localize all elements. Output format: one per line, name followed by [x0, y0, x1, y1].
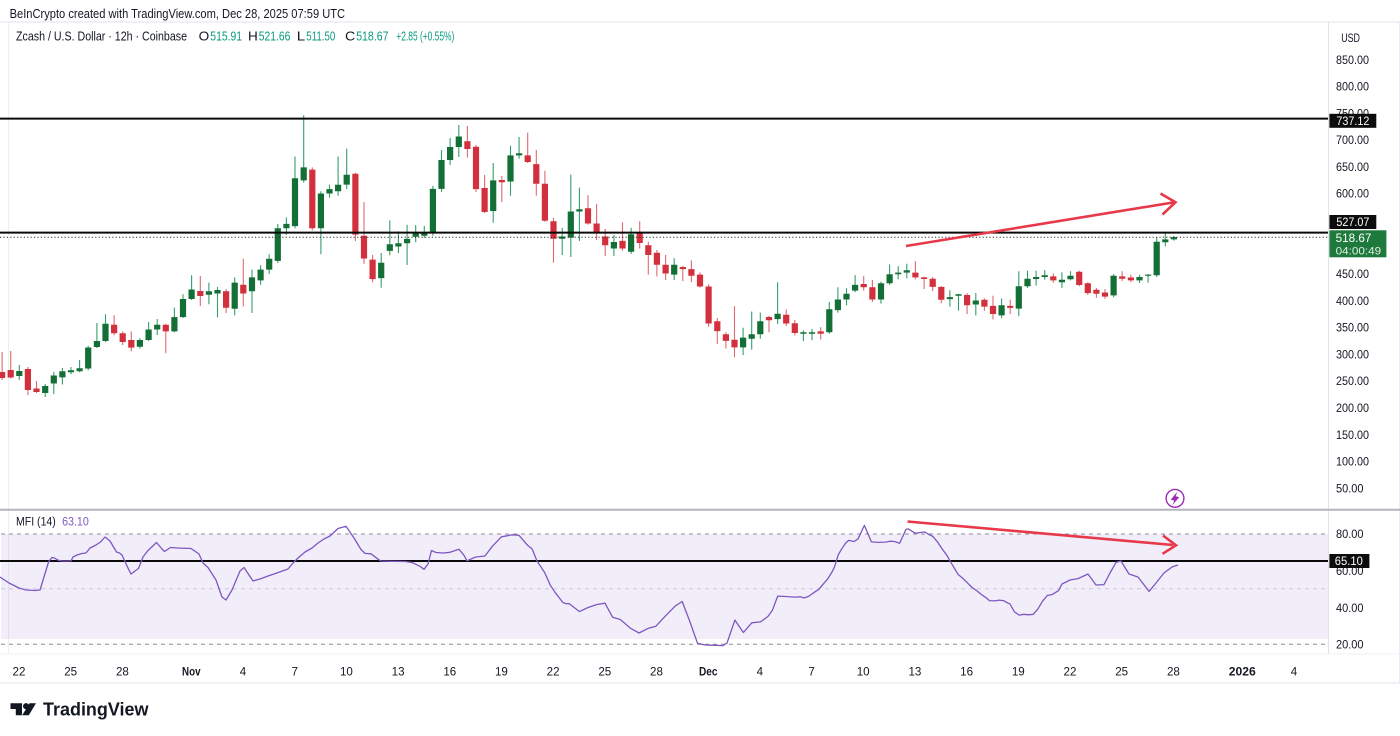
svg-text:22: 22 — [547, 666, 560, 679]
svg-text:50.00: 50.00 — [1336, 482, 1364, 495]
svg-text:USD: USD — [1341, 32, 1360, 45]
svg-text:300.00: 300.00 — [1336, 348, 1369, 361]
svg-text:19: 19 — [1012, 666, 1025, 679]
svg-text:800.00: 800.00 — [1336, 81, 1369, 94]
svg-text:Dec: Dec — [699, 666, 718, 679]
svg-text:200.00: 200.00 — [1336, 402, 1369, 415]
svg-text:4: 4 — [757, 666, 764, 679]
svg-text:7: 7 — [808, 666, 814, 679]
svg-text:700.00: 700.00 — [1336, 134, 1369, 147]
svg-text:TradingView: TradingView — [43, 700, 149, 720]
svg-text:60.00: 60.00 — [1336, 565, 1364, 578]
svg-text:25: 25 — [1115, 666, 1128, 679]
svg-text:25: 25 — [598, 666, 611, 679]
svg-text:80.00: 80.00 — [1336, 528, 1364, 541]
svg-text:28: 28 — [116, 666, 129, 679]
svg-text:400.00: 400.00 — [1336, 295, 1369, 308]
svg-text:4: 4 — [1291, 666, 1298, 679]
svg-text:MFI (14): MFI (14) — [16, 515, 56, 529]
svg-text:13: 13 — [908, 666, 921, 679]
svg-text:10: 10 — [857, 666, 870, 679]
svg-text:C: C — [345, 30, 355, 44]
svg-text:511.50: 511.50 — [306, 30, 335, 44]
svg-text:737.12: 737.12 — [1336, 115, 1369, 128]
svg-text:518.67: 518.67 — [1336, 232, 1372, 245]
svg-text:04:00:49: 04:00:49 — [1336, 245, 1382, 257]
svg-text:250.00: 250.00 — [1336, 375, 1369, 388]
svg-text:350.00: 350.00 — [1336, 322, 1369, 335]
svg-text:13: 13 — [392, 666, 405, 679]
svg-text:O: O — [199, 30, 210, 44]
svg-text:+2.85 (+0.55%): +2.85 (+0.55%) — [396, 30, 454, 44]
svg-text:850.00: 850.00 — [1336, 54, 1369, 67]
svg-text:25: 25 — [64, 666, 77, 679]
svg-text:19: 19 — [495, 666, 508, 679]
svg-text:515.91: 515.91 — [210, 30, 242, 44]
svg-text:28: 28 — [1167, 666, 1180, 679]
svg-text:527.07: 527.07 — [1336, 216, 1369, 229]
svg-text:450.00: 450.00 — [1336, 268, 1369, 281]
svg-text:100.00: 100.00 — [1336, 456, 1369, 469]
svg-text:65.10: 65.10 — [1335, 555, 1363, 568]
svg-text:H: H — [248, 30, 258, 44]
svg-text:BeInCrypto created with Tradin: BeInCrypto created with TradingView.com,… — [10, 6, 346, 21]
svg-text:4: 4 — [240, 666, 247, 679]
svg-text:518.67: 518.67 — [356, 30, 388, 44]
svg-text:7: 7 — [291, 666, 297, 679]
svg-text:10: 10 — [340, 666, 353, 679]
svg-text:28: 28 — [650, 666, 663, 679]
svg-text:L: L — [297, 30, 305, 44]
svg-text:Nov: Nov — [182, 666, 201, 679]
svg-text:20.00: 20.00 — [1336, 639, 1364, 652]
svg-text:22: 22 — [1064, 666, 1077, 679]
svg-text:40.00: 40.00 — [1336, 602, 1364, 615]
svg-text:16: 16 — [443, 666, 456, 679]
svg-text:22: 22 — [13, 666, 26, 679]
svg-text:600.00: 600.00 — [1336, 188, 1369, 201]
svg-text:521.66: 521.66 — [259, 30, 291, 44]
svg-text:150.00: 150.00 — [1336, 429, 1369, 442]
svg-text:650.00: 650.00 — [1336, 161, 1369, 174]
svg-text:2026: 2026 — [1229, 666, 1257, 679]
svg-text:16: 16 — [960, 666, 973, 679]
svg-text:Zcash / U.S. Dollar · 12h · Co: Zcash / U.S. Dollar · 12h · Coinbase — [16, 30, 187, 44]
svg-text:63.10: 63.10 — [62, 515, 89, 529]
